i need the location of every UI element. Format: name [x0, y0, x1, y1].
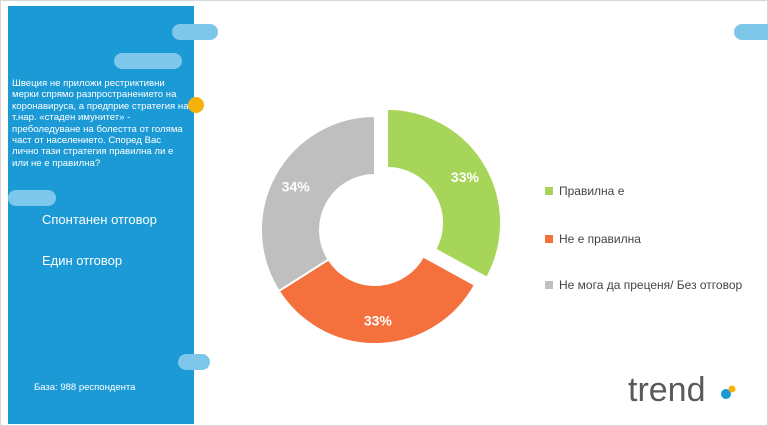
option-single: Един отговор: [42, 253, 123, 268]
slice-label-2: 33%: [364, 312, 393, 328]
decor-pill-right: [734, 24, 768, 40]
decor-pill-middle: [8, 190, 56, 206]
option-spontaneous: Спонтанен отговор: [42, 212, 157, 227]
legend-swatch-3: [545, 281, 553, 289]
donut-slice-2: [277, 255, 477, 345]
legend-label-3: Не мога да преценя/ Без отговор: [559, 278, 743, 292]
donut-slice-1: [386, 107, 502, 280]
base-count: База: 988 респондента: [34, 382, 136, 393]
legend-item-3: Не мога да преценя/ Без отговор: [545, 278, 742, 292]
svg-text:trend: trend: [628, 371, 706, 409]
legend-label-1: Правилна е: [559, 184, 625, 198]
legend-item-2: Не е правилна: [545, 232, 641, 246]
legend-label-2: Не е правилна: [559, 232, 641, 246]
donut-slice-3: [260, 114, 376, 293]
donut-chart: 33% 33% 34%: [260, 107, 502, 345]
question-text: Швеция не приложи рестриктивни мерки спр…: [12, 78, 189, 169]
decor-pill-upper: [114, 53, 182, 69]
legend-item-1: Правилна е: [545, 184, 624, 198]
slice-label-1: 33%: [451, 169, 480, 185]
decor-pill-lower: [178, 354, 210, 370]
accent-dot: [188, 97, 204, 113]
legend-swatch-2: [545, 235, 553, 243]
decor-pill-top: [172, 24, 218, 40]
slice-label-3: 34%: [282, 178, 311, 194]
trend-logo: trend: [628, 371, 736, 409]
legend-swatch-1: [545, 187, 553, 195]
sidebar: [8, 6, 194, 424]
